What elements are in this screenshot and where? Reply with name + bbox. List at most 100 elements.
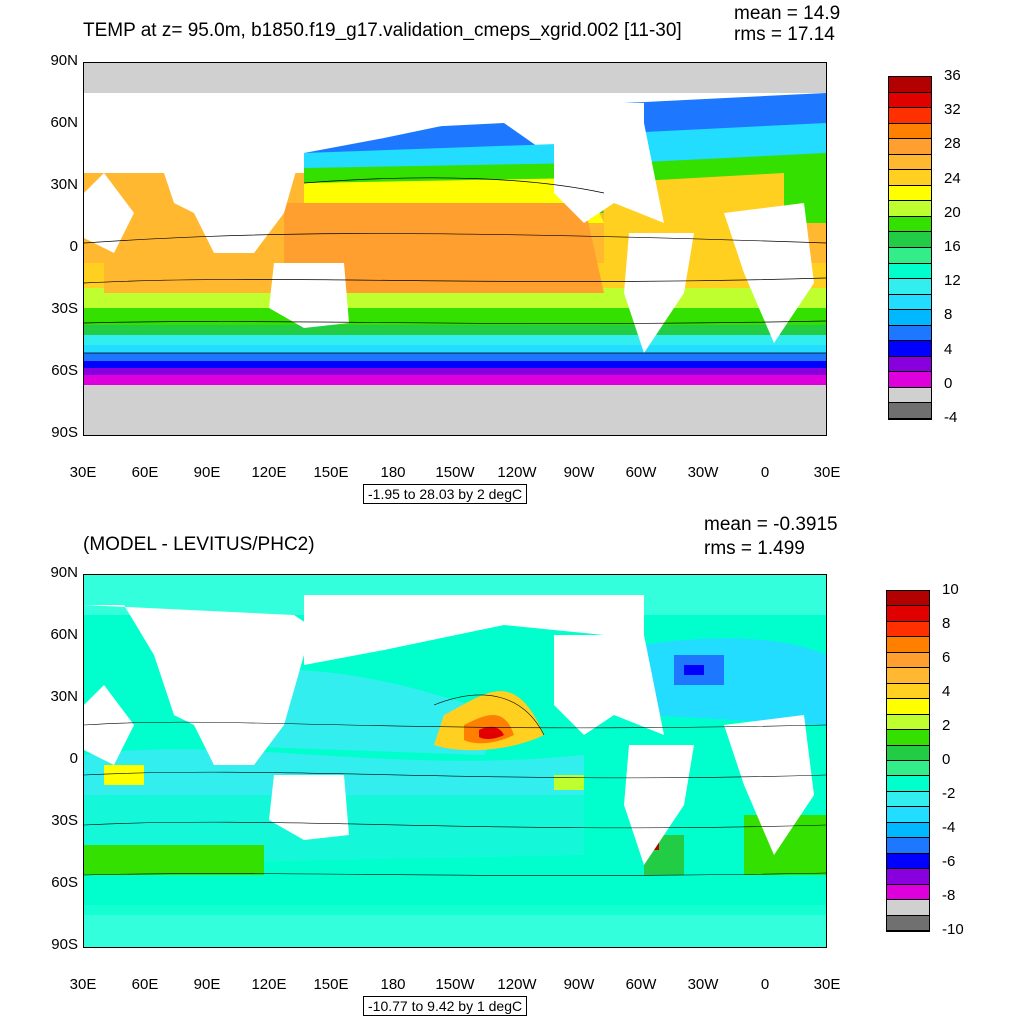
lon-tick-label: 60W [625, 464, 657, 481]
colorbar-swatch [887, 714, 929, 731]
colorbar-swatch [887, 745, 929, 761]
lat-tick-label: 0 [69, 750, 78, 767]
colorbar-swatch [889, 154, 931, 171]
lon-tick-label: 90W [563, 464, 595, 481]
panel-title: TEMP at z= 95.0m, b1850.f19_g17.validati… [83, 20, 682, 41]
colorbar-swatch [889, 341, 931, 357]
lat-tick-label: 60S [51, 362, 78, 379]
colorbar-swatch [887, 838, 929, 854]
colorbar-label: 6 [942, 649, 951, 666]
colorbar-label: 8 [942, 615, 951, 632]
colorbar-label: 2 [942, 717, 951, 734]
difference-map [83, 574, 827, 948]
colorbar-swatch [889, 92, 931, 109]
lon-tick-label: 30W [687, 464, 719, 481]
lon-tick-label: 30W [687, 976, 719, 993]
lon-tick-label: 30E [813, 976, 841, 993]
panel-title: (MODEL - LEVITUS/PHC2) [83, 534, 315, 555]
colorbar-swatch [887, 869, 929, 885]
colorbar-swatch [887, 807, 929, 823]
colorbar-swatch [887, 900, 929, 916]
lon-tick-label: 60E [131, 976, 159, 993]
rms-stat: rms = 1.499 [704, 538, 805, 559]
lon-tick-label: 60E [131, 464, 159, 481]
colorbar-swatch [889, 201, 931, 217]
colorbar-swatch [889, 372, 931, 388]
lon-tick-label: 0 [760, 976, 770, 993]
colorbar-label: 32 [944, 101, 961, 119]
colorbar-label: 16 [944, 238, 961, 255]
colorbar-label: 28 [944, 135, 961, 153]
colorbar-swatch [887, 853, 929, 870]
lon-tick-label: 90E [193, 976, 221, 993]
colorbar-swatch [887, 591, 929, 607]
temperature-panel: TEMP at z= 95.0m, b1850.f19_g17.validati… [50, 3, 961, 504]
colorbar-swatch [887, 668, 929, 684]
colorbar-label: -10 [942, 921, 964, 938]
colorbar-swatch [887, 822, 929, 839]
lon-tick-label: 120W [497, 976, 537, 993]
colorbar-label: 8 [944, 306, 953, 324]
colorbar-swatch [887, 637, 929, 653]
lat-tick-label: 60S [51, 874, 78, 891]
colorbar [888, 76, 932, 420]
colorbar-label: -4 [944, 409, 958, 426]
lat-tick-label: 30N [50, 688, 78, 705]
lat-tick-label: 60N [50, 114, 78, 131]
lon-tick-label: 150E [313, 976, 349, 993]
colorbar-swatch [887, 761, 929, 777]
lon-tick-label: 150E [313, 464, 349, 481]
colorbar-swatch [887, 683, 929, 700]
lat-tick-label: 30S [51, 300, 78, 317]
contour-range-label: -10.77 to 9.42 by 1 degC [363, 996, 528, 1016]
colorbar-swatch [887, 915, 929, 931]
colorbar-label: 12 [944, 272, 961, 290]
colorbar-label: -6 [942, 853, 956, 870]
difference-panel: (MODEL - LEVITUS/PHC2) mean = -0.3915 rm… [0, 512, 1024, 1024]
colorbar-swatch [889, 77, 931, 93]
colorbar-label: 36 [944, 67, 961, 84]
lon-tick-label: 150W [435, 976, 475, 993]
colorbar-swatch [889, 170, 931, 186]
lat-tick-label: 30N [50, 176, 78, 193]
temperature-map [83, 62, 827, 436]
colorbar-label: 4 [944, 340, 953, 358]
colorbar-swatch [889, 232, 931, 248]
colorbar-swatch [889, 310, 931, 326]
colorbar-swatch [889, 248, 931, 264]
colorbar-label: -4 [942, 819, 956, 836]
colorbar-swatch [889, 279, 931, 295]
lon-tick-label: 30E [69, 464, 97, 481]
colorbar-swatch [889, 294, 931, 311]
colorbar-swatch [887, 776, 929, 792]
mean-stat: mean = 14.9 [734, 3, 841, 24]
lon-tick-label: 0 [760, 464, 770, 481]
lon-tick-label: 120E [251, 976, 287, 993]
colorbar-swatch [887, 884, 929, 901]
colorbar-swatch [887, 699, 929, 715]
colorbar [886, 590, 930, 932]
colorbar-swatch [889, 139, 931, 155]
lon-tick-label: 120W [497, 464, 537, 481]
colorbar-swatch [887, 652, 929, 669]
colorbar-label: 0 [944, 374, 953, 392]
colorbar-swatch [889, 356, 931, 373]
colorbar-swatch [887, 791, 929, 808]
colorbar-label: -8 [942, 887, 956, 904]
lat-tick-label: 60N [50, 626, 78, 643]
colorbar-label: -2 [942, 785, 956, 802]
colorbar-label: 4 [942, 683, 951, 700]
mean-stat: mean = -0.3915 [704, 514, 838, 535]
colorbar-label: 20 [944, 203, 961, 221]
lat-tick-label: 0 [69, 238, 78, 255]
colorbar-swatch [889, 216, 931, 233]
lon-tick-label: 90W [563, 976, 595, 993]
rms-stat: rms = 17.14 [734, 24, 835, 45]
colorbar-swatch [887, 621, 929, 638]
lat-tick-label: 90S [51, 424, 78, 441]
colorbar-swatch [887, 606, 929, 622]
lon-tick-label: 180 [380, 464, 406, 481]
lat-tick-label: 90N [50, 52, 78, 69]
colorbar-label: 24 [944, 169, 961, 187]
lon-tick-label: 150W [435, 464, 475, 481]
